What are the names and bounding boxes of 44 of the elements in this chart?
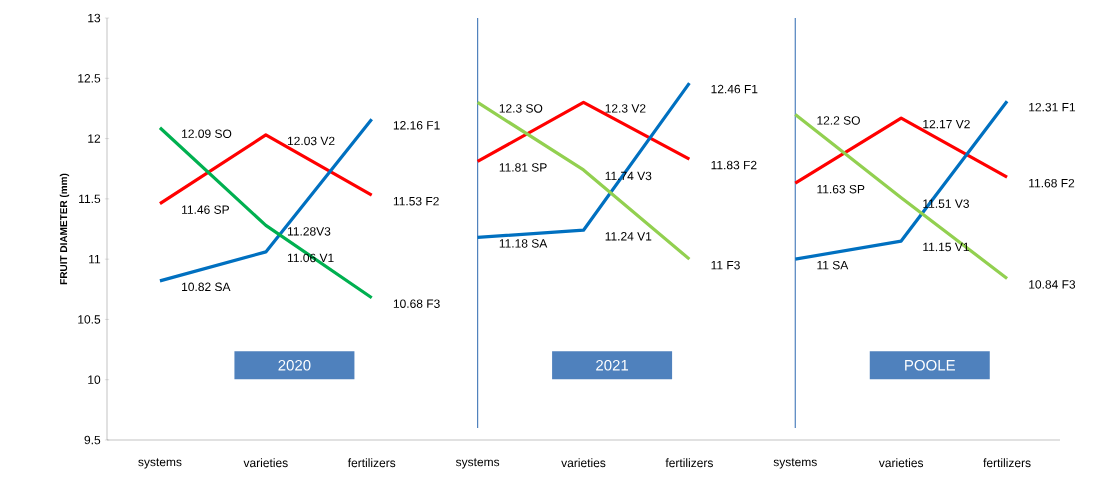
y-tick-label: 12 (88, 134, 101, 143)
data-label: 11.83 F2 (711, 160, 757, 170)
y-tick-label: 13 (88, 13, 101, 23)
data-label: 11 F3 (711, 260, 740, 270)
x-tick-label: varieties (878, 458, 924, 468)
y-axis-title: FRUIT DIAMETER (mm) (59, 173, 70, 285)
x-tick-label: systems (773, 458, 817, 469)
x-tick-label: varieties (243, 458, 288, 468)
data-label: 12.3 SO (499, 104, 543, 113)
data-label: 12.3 V2 (605, 104, 646, 113)
data-label: 11.18 SA (499, 239, 548, 248)
data-label: 12.31 F1 (1029, 102, 1076, 112)
data-label: 12.09 SO (182, 129, 232, 138)
data-label: 11.63 SP (817, 184, 865, 194)
data-label: 12.16 F1 (393, 121, 440, 130)
data-label: 11.24 V1 (605, 232, 652, 241)
y-tick-label: 10 (88, 375, 101, 384)
annotation: POOLE (905, 359, 955, 371)
y-tick-label: 11.5 (79, 194, 101, 204)
x-tick-label: fertilizers (347, 458, 396, 468)
x-tick-label: systems (455, 458, 500, 469)
data-label: 12.46 F1 (711, 84, 758, 94)
data-label: 10.82 SA (182, 282, 231, 292)
data-label: 11.53 F2 (393, 196, 439, 206)
y-tick-label: 12.5 (78, 74, 101, 83)
data-label: 11.68 F2 (1029, 178, 1075, 188)
y-tick-label: 9.5 (84, 435, 101, 445)
data-label: 10.68 F3 (393, 299, 440, 308)
y-tick-label: 11 (89, 255, 101, 264)
data-label: 11.28V3 (287, 227, 331, 236)
x-tick-label: fertilizers (983, 458, 1031, 468)
x-tick-label: fertilizers (665, 458, 713, 468)
data-label: 12.2 SO (817, 116, 860, 125)
annotation: 2021 (596, 359, 629, 371)
y-tick-label: 10.5 (78, 315, 101, 324)
data-label: 11 SA (817, 260, 849, 270)
data-label: 10.84 F3 (1029, 280, 1076, 289)
x-tick-label: varieties (561, 458, 606, 468)
data-label: 12.03 V2 (287, 136, 335, 146)
annotation: 2020 (278, 359, 311, 371)
x-tick-label: systems (138, 458, 182, 469)
data-label: 11.46 SP (182, 205, 229, 214)
data-label: 12.17 V2 (923, 119, 970, 129)
data-label: 11.81 SP (499, 163, 547, 172)
